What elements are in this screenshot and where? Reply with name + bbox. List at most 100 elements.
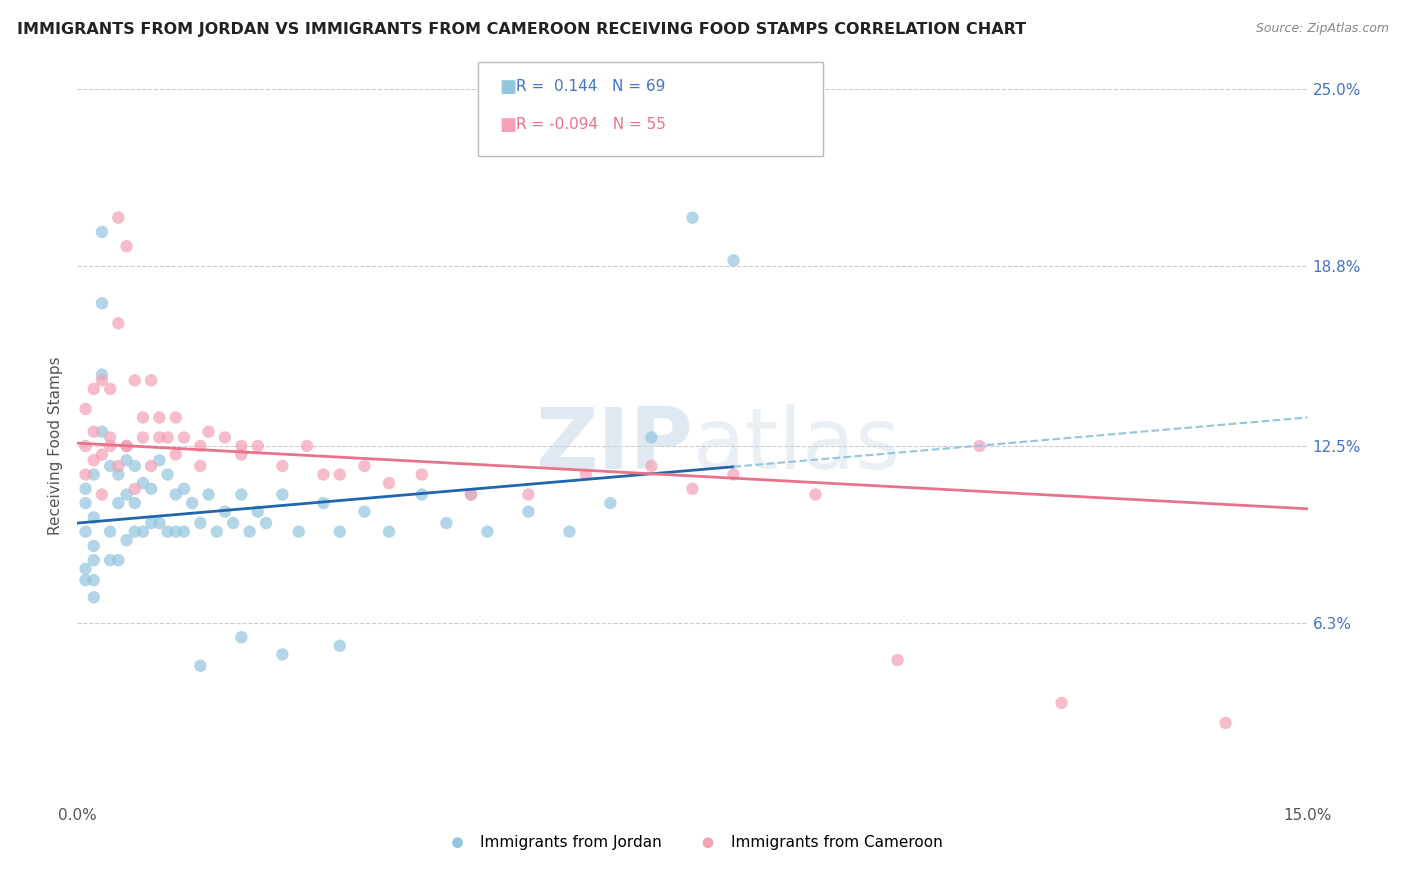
Point (231, 630, 253, 644)
Point (682, 211, 704, 225)
Point (90, 225, 114, 239)
Point (411, 467, 433, 482)
Point (436, 516, 458, 530)
Text: ■: ■ (499, 78, 516, 95)
Point (83, 539, 105, 553)
Point (231, 487, 253, 501)
Point (115, 439, 138, 453)
Point (83, 510, 105, 524)
Point (188, 516, 212, 530)
Point (132, 410, 155, 425)
Point (115, 239, 138, 253)
Point (115, 453, 138, 467)
Point (254, 516, 277, 530)
Point (460, 487, 482, 501)
Point (173, 430, 195, 444)
Text: IMMIGRANTS FROM JORDAN VS IMMIGRANTS FROM CAMEROON RECEIVING FOOD STAMPS CORRELA: IMMIGRANTS FROM JORDAN VS IMMIGRANTS FRO… (17, 22, 1026, 37)
Point (271, 648, 294, 662)
Point (181, 496, 204, 510)
Point (90, 425, 114, 439)
Point (295, 439, 318, 453)
Point (804, 487, 827, 501)
Point (83, 382, 105, 396)
Point (312, 496, 335, 510)
Point (460, 487, 482, 501)
Point (1050, 696, 1073, 710)
Point (288, 524, 311, 539)
Point (148, 516, 170, 530)
Point (75, 562, 97, 576)
Point (75, 573, 97, 587)
Point (173, 524, 195, 539)
Point (214, 505, 236, 519)
Point (1215, 715, 1237, 730)
Point (75, 439, 97, 453)
Point (575, 467, 598, 482)
Point (271, 487, 294, 501)
Point (197, 425, 219, 439)
Point (517, 487, 540, 501)
Point (599, 496, 621, 510)
Point (353, 458, 375, 473)
Point (517, 505, 540, 519)
Point (231, 439, 253, 453)
Point (107, 316, 129, 330)
Point (411, 487, 433, 501)
Point (98, 524, 121, 539)
Text: atlas: atlas (693, 404, 900, 488)
Point (329, 467, 352, 482)
Point (107, 211, 129, 225)
Point (378, 524, 401, 539)
Point (222, 516, 245, 530)
Point (312, 467, 335, 482)
Point (107, 467, 129, 482)
Point (165, 487, 187, 501)
Point (98, 382, 121, 396)
Point (75, 524, 97, 539)
Point (90, 296, 114, 310)
Point (75, 496, 97, 510)
Text: Source: ZipAtlas.com: Source: ZipAtlas.com (1256, 22, 1389, 36)
Point (98, 430, 121, 444)
Text: R =  0.144   N = 69: R = 0.144 N = 69 (516, 79, 665, 94)
Point (231, 448, 253, 462)
Point (107, 496, 129, 510)
Point (239, 524, 262, 539)
Text: ■: ■ (499, 116, 516, 134)
Point (188, 658, 212, 673)
Point (124, 496, 146, 510)
Point (329, 639, 352, 653)
Point (90, 448, 114, 462)
Point (148, 410, 170, 425)
Point (83, 453, 105, 467)
Point (148, 430, 170, 444)
Point (75, 482, 97, 496)
Point (682, 482, 704, 496)
Point (107, 553, 129, 567)
Point (477, 524, 499, 539)
Point (98, 553, 121, 567)
Text: ZIP: ZIP (534, 404, 693, 488)
Point (90, 368, 114, 382)
Point (886, 653, 908, 667)
Legend: Immigrants from Jordan, Immigrants from Cameroon: Immigrants from Jordan, Immigrants from … (436, 829, 949, 855)
Point (188, 458, 212, 473)
Point (132, 524, 155, 539)
Point (165, 448, 187, 462)
Point (98, 439, 121, 453)
Point (246, 505, 269, 519)
Text: R = -0.094   N = 55: R = -0.094 N = 55 (516, 118, 666, 132)
Point (83, 425, 105, 439)
Point (98, 458, 121, 473)
Point (165, 524, 187, 539)
Point (723, 467, 745, 482)
Point (90, 373, 114, 387)
Point (558, 524, 581, 539)
Point (214, 430, 236, 444)
Point (124, 482, 146, 496)
Point (83, 573, 105, 587)
Point (115, 487, 138, 501)
Point (188, 439, 212, 453)
Point (640, 430, 662, 444)
Point (75, 401, 97, 416)
